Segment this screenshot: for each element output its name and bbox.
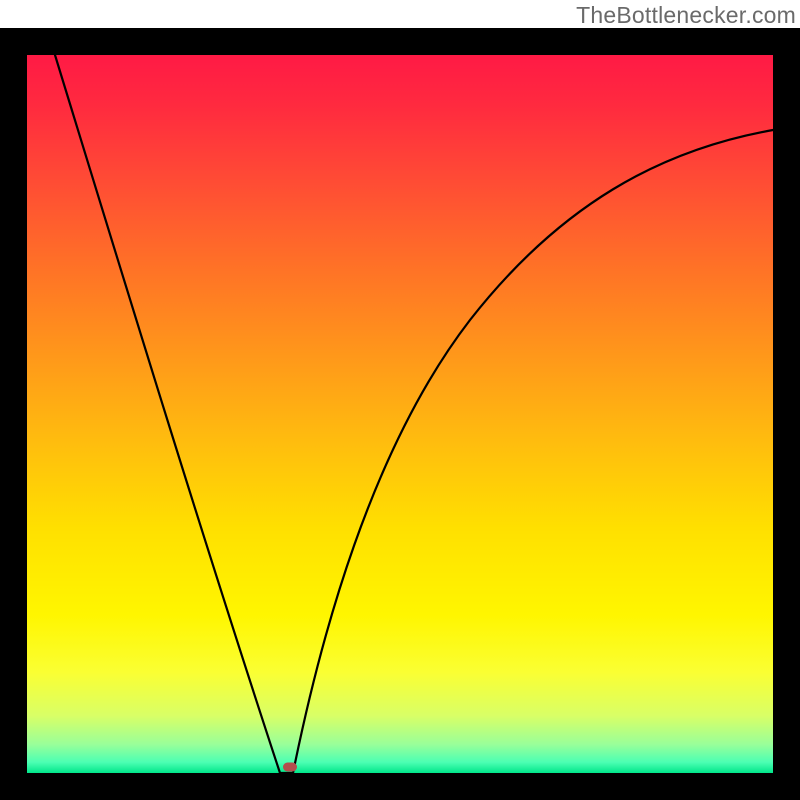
- chart-container: TheBottlenecker.com: [0, 0, 800, 800]
- bottleneck-curve-chart: [0, 0, 800, 800]
- optimal-point-marker: [283, 763, 297, 772]
- plot-background: [27, 55, 773, 773]
- watermark-text: TheBottlenecker.com: [576, 2, 796, 29]
